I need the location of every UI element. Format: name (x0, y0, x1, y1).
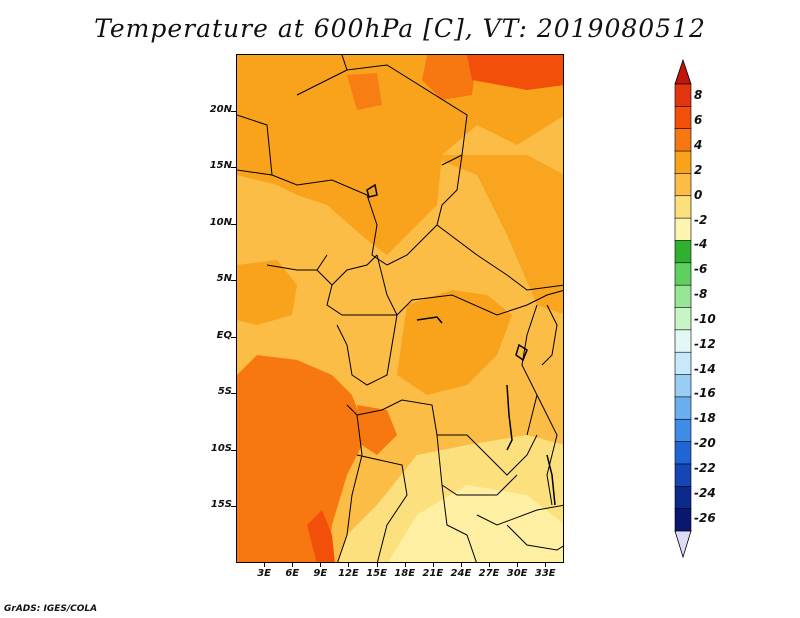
colorbar-swatch (674, 485, 692, 510)
lon-tick (404, 563, 406, 567)
colorbar-swatch (674, 508, 692, 532)
lon-tick-label: 30E (506, 568, 528, 579)
colorbar-swatch (674, 83, 692, 107)
lon-tick (348, 563, 350, 567)
colorbar-label: 8 (694, 88, 703, 103)
lat-tick-label: 10S (210, 442, 232, 454)
lat-tick (231, 506, 236, 508)
lat-tick (231, 167, 236, 169)
colorbar-graphic (674, 58, 692, 558)
lat-tick (231, 393, 236, 395)
colorbar-label: 4 (694, 138, 703, 153)
colorbar-swatch (674, 262, 692, 286)
lat-tick-label: EQ (216, 329, 232, 341)
colorbar-label: -22 (694, 460, 716, 475)
lon-tick-label: 27E (478, 568, 500, 579)
lon-tick (489, 563, 491, 567)
chart-title: Temperature at 600hPa [C], VT: 201908051… (94, 14, 706, 43)
lon-tick (292, 563, 294, 567)
lon-tick-label: 9E (313, 568, 328, 579)
colorbar-label: 6 (694, 113, 703, 128)
lon-tick (376, 563, 378, 567)
colorbar-bottom-arrow (674, 530, 692, 558)
colorbar-label: -20 (694, 436, 716, 451)
lon-tick (264, 563, 266, 567)
colorbar-top-arrow (674, 58, 692, 85)
colorbar-label: -4 (694, 237, 708, 252)
lon-tick-label: 21E (422, 568, 444, 579)
lat-tick-label: 20N (209, 103, 232, 115)
colorbar-label: -8 (694, 287, 708, 302)
lat-tick (231, 280, 236, 282)
lon-tick-label: 33E (534, 568, 556, 579)
colorbar-swatch (674, 106, 692, 130)
lat-tick (231, 223, 236, 225)
lon-tick (545, 563, 547, 567)
lon-tick (460, 563, 462, 567)
colorbar-label: -26 (694, 510, 716, 525)
lat-tick (231, 449, 236, 451)
colorbar-swatch (674, 240, 692, 264)
colorbar-label: -10 (694, 311, 716, 326)
lat-tick-label: 5N (216, 273, 232, 285)
colorbar-swatch (674, 329, 692, 353)
lat-tick-label: 15N (209, 160, 232, 172)
colorbar-swatch (674, 284, 692, 309)
lon-tick-label: 15E (366, 568, 387, 579)
colorbar-label: -12 (694, 336, 716, 351)
colorbar-label: -24 (694, 485, 716, 500)
colorbar-label: 2 (694, 162, 703, 177)
lon-tick (320, 563, 322, 567)
colorbar-swatch (674, 396, 692, 420)
colorbar-swatch (674, 217, 692, 242)
lon-tick-label: 12E (338, 568, 359, 579)
colorbar-swatch (674, 173, 692, 197)
colorbar-label: -2 (694, 212, 708, 227)
lon-tick-label: 18E (394, 568, 416, 579)
map-panel (236, 54, 564, 563)
lat-tick-label: 5S (217, 386, 232, 398)
lat-tick (231, 110, 236, 112)
colorbar-label: -16 (694, 386, 716, 401)
lon-tick-label: 3E (257, 568, 271, 579)
colorbar-swatch (674, 463, 692, 487)
colorbar-swatch (674, 307, 692, 331)
lon-tick (517, 563, 519, 567)
colorbar-label: -6 (694, 262, 708, 277)
colorbar-label: 0 (694, 187, 703, 202)
colorbar-swatch (674, 150, 692, 175)
lat-tick-label: 15S (210, 499, 232, 511)
lon-tick-label: 24E (450, 568, 472, 579)
lon-tick (432, 563, 434, 567)
lat-tick (231, 336, 236, 338)
grads-credit: GrADS: IGES/COLA (4, 604, 98, 614)
colorbar-label: -18 (694, 411, 716, 426)
colorbar-swatch (674, 128, 692, 152)
colorbar-swatch (674, 374, 692, 398)
colorbar-swatch (674, 195, 692, 219)
colorbar-swatch (674, 441, 692, 465)
lon-tick-label: 6E (285, 568, 300, 579)
colorbar-swatch (674, 351, 692, 376)
temperature-map (237, 55, 563, 562)
lat-tick-label: 10N (209, 216, 232, 228)
colorbar-swatch (674, 418, 692, 443)
colorbar-label: -14 (694, 361, 716, 376)
